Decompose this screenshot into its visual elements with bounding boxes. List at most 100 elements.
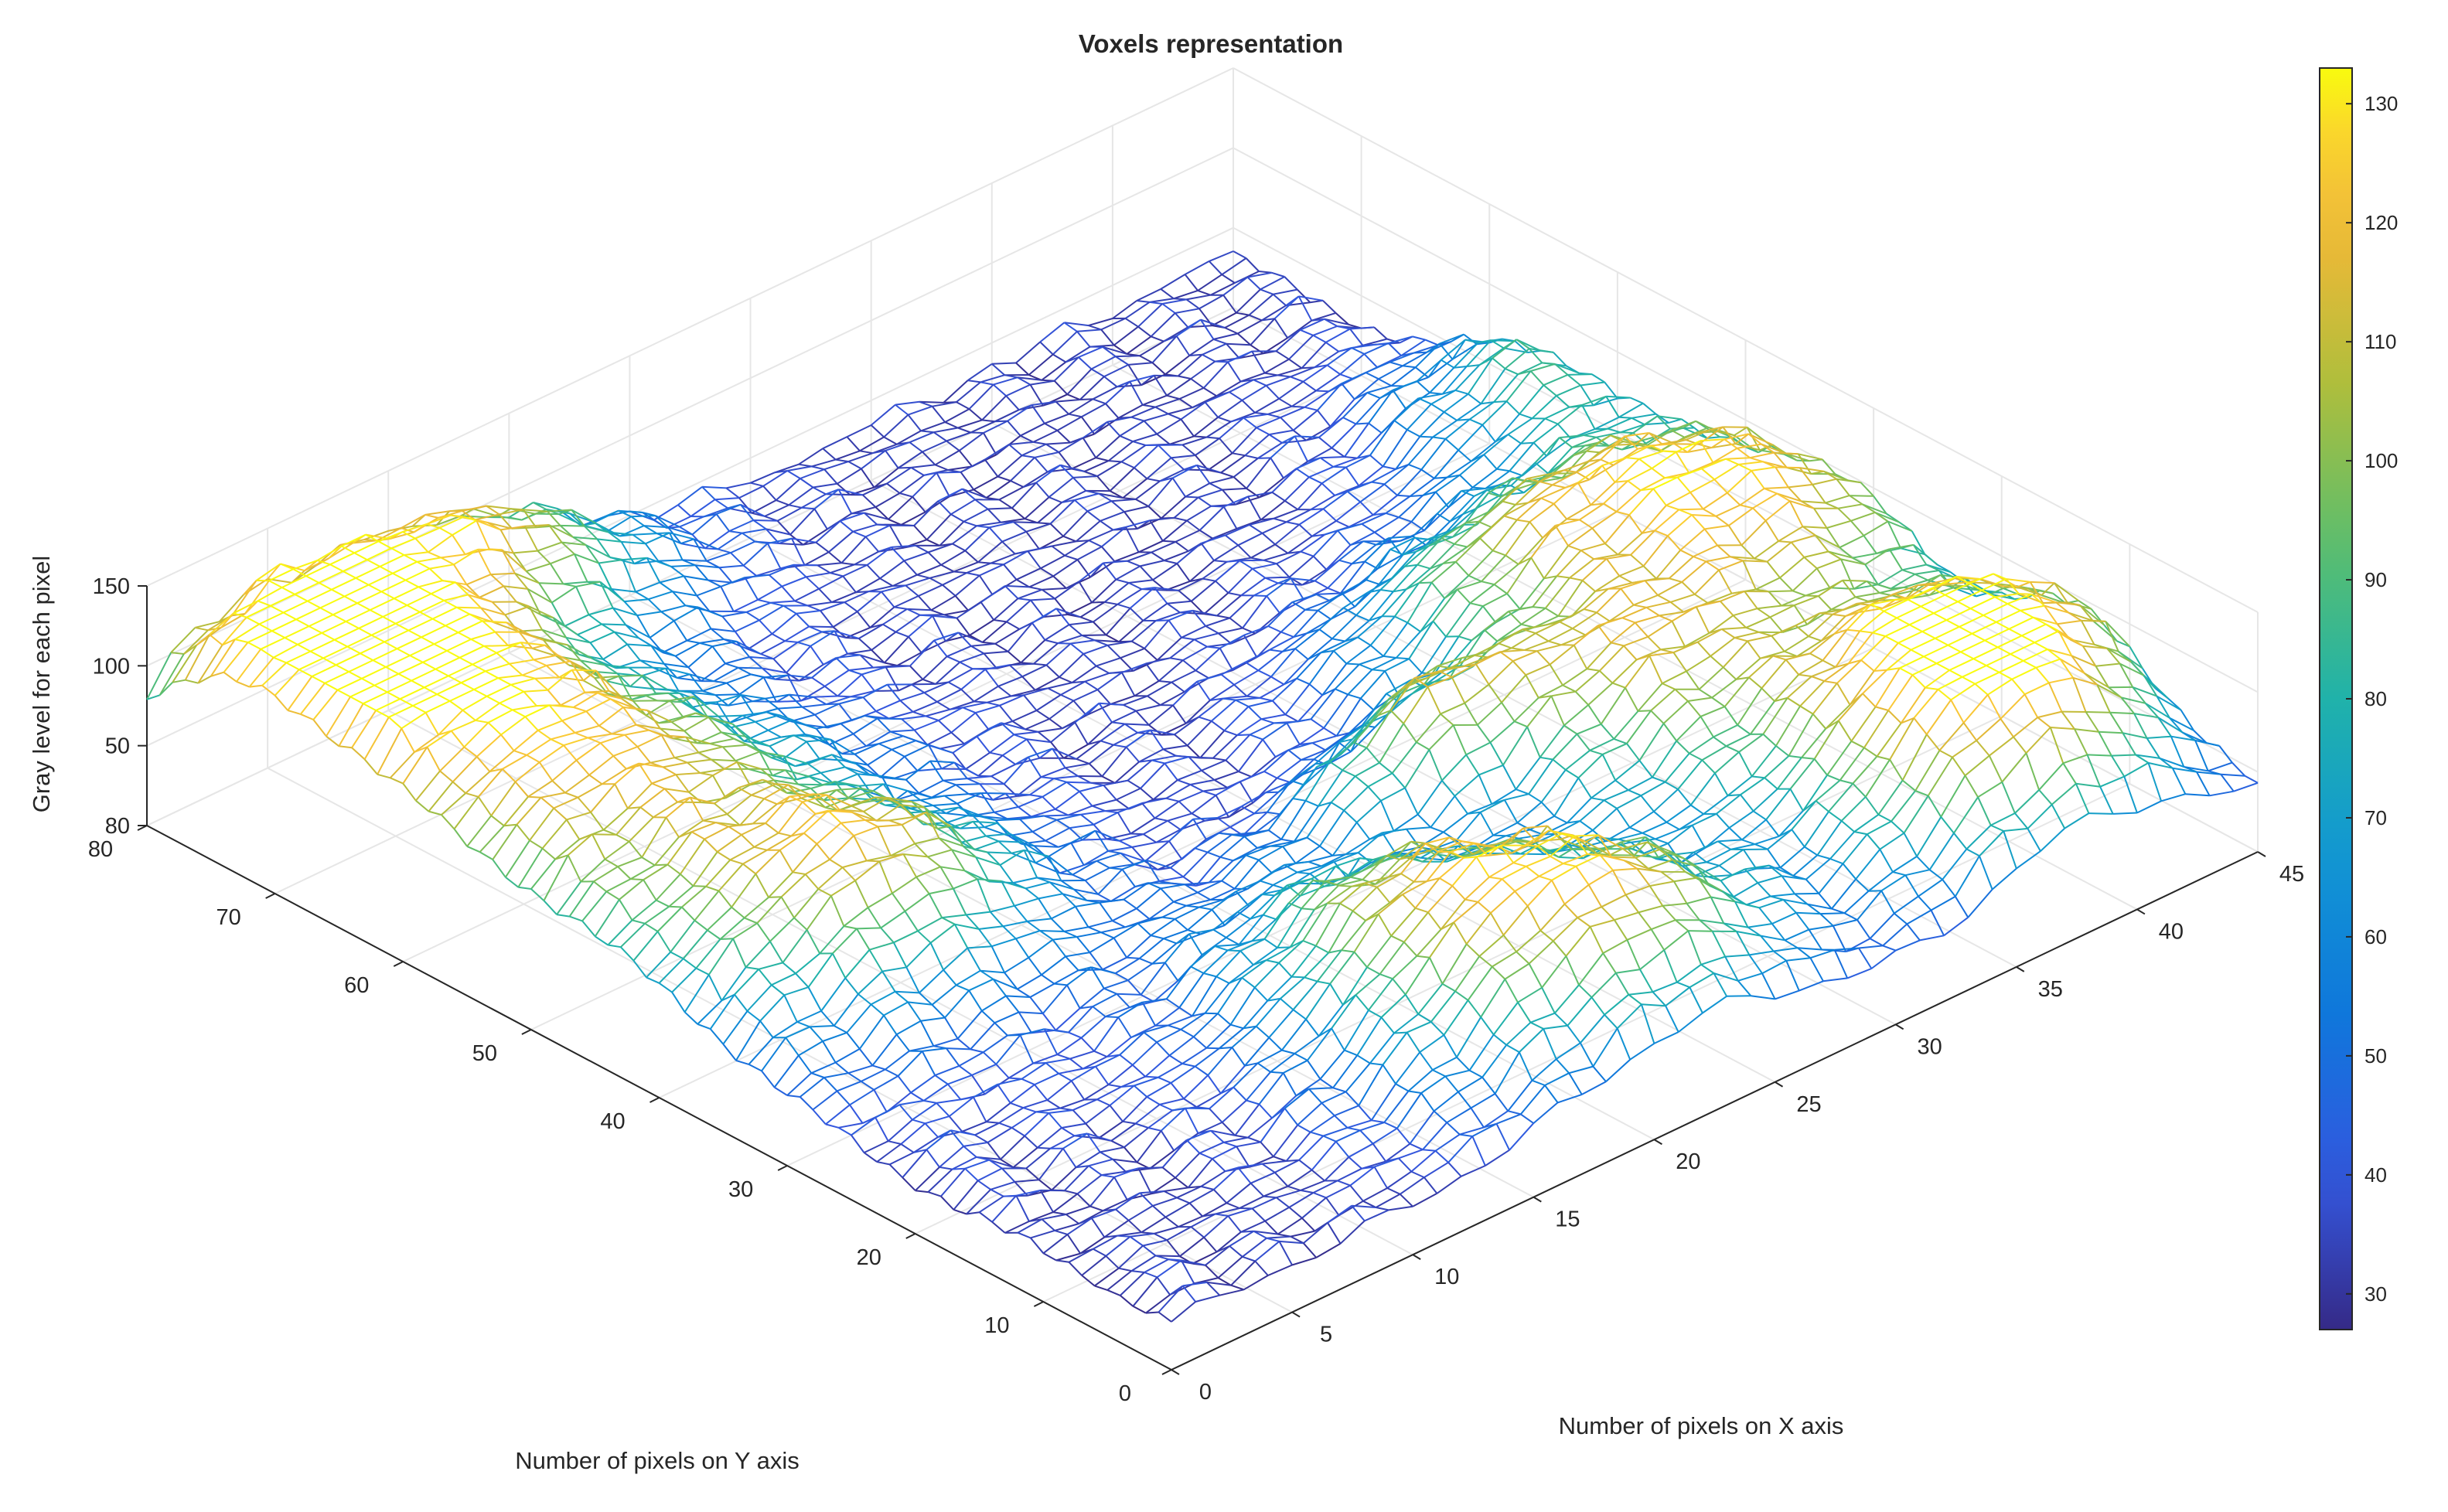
- mesh-segment: [1162, 540, 1176, 543]
- mesh-segment: [547, 690, 561, 706]
- mesh-segment: [462, 695, 488, 711]
- mesh-segment: [815, 520, 841, 543]
- mesh-segment: [1567, 373, 1592, 376]
- mesh-segment: [1088, 318, 1113, 327]
- mesh-segment: [643, 525, 658, 534]
- mesh-segment: [689, 673, 714, 683]
- mesh-segment: [273, 656, 287, 664]
- mesh-segment: [794, 587, 820, 602]
- mesh-segment: [830, 564, 855, 574]
- mesh-segment: [752, 700, 777, 703]
- mesh-segment: [571, 509, 596, 524]
- mesh-segment: [636, 611, 662, 617]
- mesh-segment: [268, 568, 294, 582]
- mesh-segment: [451, 719, 476, 732]
- mesh-segment: [922, 440, 947, 453]
- mesh-segment: [710, 628, 725, 640]
- mesh-segment: [1117, 993, 1141, 996]
- mesh-segment: [781, 576, 806, 587]
- mesh-segment: [987, 507, 1012, 510]
- mesh-segment: [382, 604, 407, 618]
- mesh-segment: [510, 684, 524, 693]
- mesh-segment: [435, 656, 460, 670]
- mesh-segment: [509, 662, 523, 676]
- mesh-segment: [888, 495, 913, 520]
- mesh-segment: [798, 448, 823, 465]
- mesh-segment: [944, 408, 970, 423]
- grid-line: [530, 511, 1618, 1030]
- mesh-segment: [372, 648, 398, 662]
- mesh-segment: [875, 492, 901, 508]
- mesh-segment: [422, 661, 436, 670]
- grid-line: [1233, 147, 2259, 693]
- mesh-segment: [1102, 346, 1127, 355]
- mesh-segment: [714, 499, 728, 509]
- mesh-segment: [686, 628, 711, 642]
- mesh-segment: [1076, 329, 1102, 332]
- mesh-segment: [477, 549, 492, 575]
- mesh-segment: [453, 548, 479, 566]
- mesh-segment: [723, 639, 748, 650]
- mesh-segment: [960, 472, 975, 490]
- mesh-segment: [210, 639, 236, 677]
- mesh-segment: [749, 656, 774, 660]
- mesh-segment: [353, 540, 377, 544]
- mesh-segment: [378, 540, 392, 550]
- mesh-segment: [494, 631, 509, 646]
- mesh-segment: [866, 860, 880, 863]
- mesh-segment: [1149, 301, 1163, 305]
- mesh-segment: [486, 505, 511, 510]
- mesh-segment: [830, 572, 844, 577]
- mesh-segment: [680, 543, 706, 550]
- mesh-segment: [1253, 594, 1267, 597]
- mesh-segment: [775, 783, 789, 786]
- mesh-segment: [770, 601, 784, 607]
- mesh-segment: [662, 639, 687, 653]
- mesh-segment: [452, 519, 477, 536]
- grid-line: [402, 443, 1490, 962]
- mesh-segment: [337, 689, 351, 698]
- mesh-segment: [389, 531, 414, 540]
- mesh-segment: [553, 617, 578, 635]
- mesh-segment: [599, 581, 614, 608]
- mesh-segment: [365, 533, 379, 543]
- mesh-segment: [223, 671, 237, 683]
- mesh-segment: [677, 504, 692, 517]
- mesh-segment: [426, 730, 452, 748]
- mesh-segment: [305, 575, 319, 584]
- mesh-segment: [195, 621, 220, 628]
- mesh-segment: [221, 616, 247, 646]
- mesh-segment: [428, 551, 442, 559]
- mesh-segment: [718, 548, 731, 554]
- mesh-segment: [380, 579, 406, 593]
- mesh-segment: [537, 550, 551, 564]
- mesh-segment: [379, 554, 405, 567]
- mesh-segment: [696, 585, 721, 597]
- mesh-segment: [755, 540, 768, 544]
- mesh-segment: [991, 362, 1017, 365]
- mesh-segment: [760, 640, 786, 655]
- mesh-segment: [460, 508, 474, 517]
- mesh-segment: [234, 639, 248, 643]
- mesh-segment: [483, 645, 509, 647]
- mesh-segment: [683, 575, 697, 597]
- mesh-segment: [823, 468, 838, 485]
- mesh-segment: [728, 519, 754, 533]
- mesh-segment: [629, 674, 644, 687]
- mesh-segment: [249, 684, 263, 688]
- mesh-segment: [633, 557, 648, 565]
- mesh-segment: [439, 746, 465, 772]
- mesh-segment: [450, 730, 465, 748]
- mesh-segment: [380, 591, 395, 600]
- mesh-segment: [439, 516, 465, 529]
- mesh-segment: [689, 673, 704, 692]
- mesh-segment: [558, 513, 584, 526]
- mesh-segment: [672, 591, 697, 597]
- mesh-segment: [920, 430, 934, 434]
- mesh-segment: [349, 684, 375, 698]
- mesh-segment: [864, 512, 878, 526]
- mesh-segment: [919, 400, 944, 404]
- mesh-segment: [487, 522, 513, 530]
- mesh-segment: [655, 515, 680, 528]
- mesh-segment: [255, 563, 281, 581]
